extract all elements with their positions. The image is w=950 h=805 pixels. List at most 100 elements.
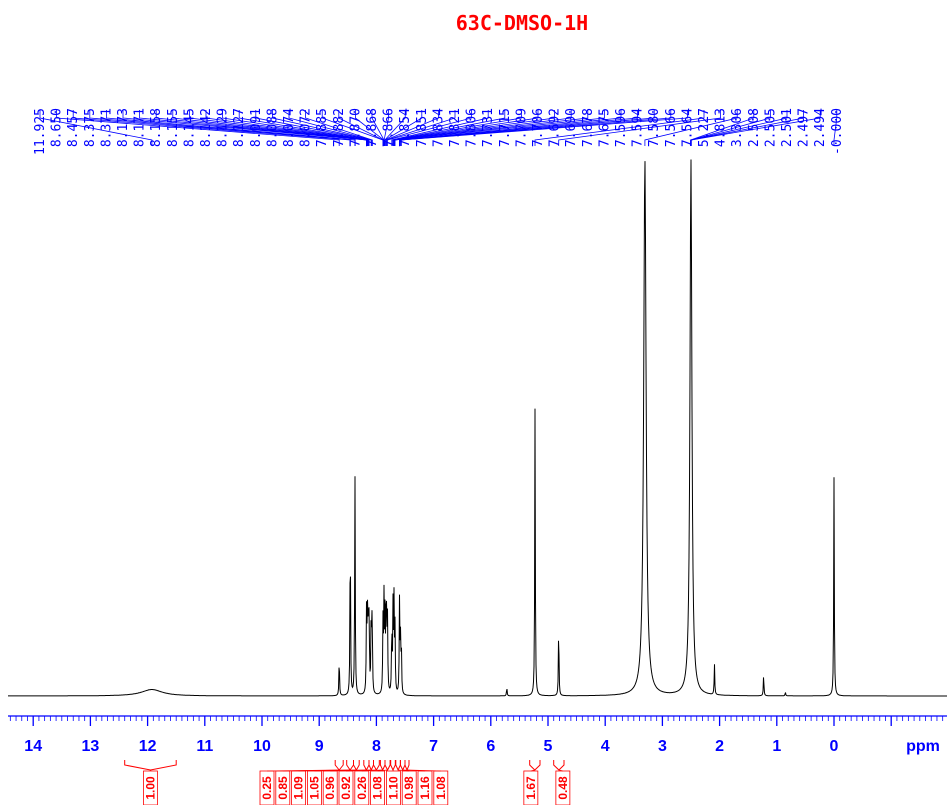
peak-label: 8.171 [133,108,148,147]
peak-label: 7.596 [614,108,629,147]
peak-connector [39,110,153,146]
integral-value: 0.85 [276,776,290,800]
integral-bracket [379,760,386,772]
peak-connector [56,110,340,146]
peak-connector [139,110,367,146]
peak-connector [399,110,638,146]
peak-label: 8.091 [249,108,264,147]
peak-label: 7.731 [481,108,496,147]
tick-label: 5 [544,738,553,755]
peak-connector [387,110,472,146]
axis-unit-label: ppm [906,738,940,755]
peak-label: 7.885 [315,108,330,147]
peak-connector [833,110,838,146]
peak-label: 8.145 [182,108,197,147]
tick-label: 7 [429,738,438,755]
peak-label: 7.594 [631,108,646,147]
integral-value: 1.67 [524,776,538,800]
integral-value: 0.26 [355,776,369,800]
peak-label: 8.375 [83,108,98,147]
peak-connector [72,110,351,146]
integral-box [354,770,370,805]
peak-label: 11.925 [33,108,48,155]
tick-label: 13 [82,738,100,755]
peak-label: 7.806 [465,108,480,147]
peak-connector [644,110,738,146]
peak-connector [400,110,688,146]
integral-bracket [399,760,406,772]
peak-label: 7.566 [664,108,679,147]
chart-title: 63C-DMSO-1H [456,11,588,35]
peak-connector [391,110,489,146]
integral-value: 0.25 [260,776,274,800]
peak-label: 7.706 [531,108,546,147]
peak-connector [534,110,705,146]
integral-box [523,770,539,805]
integral-bracket [404,760,410,772]
integral-value: 1.16 [418,776,432,800]
integral-value: 1.05 [307,776,321,800]
peak-connector [106,110,356,146]
peak-label: 7.870 [348,108,363,147]
integral-bracket [529,760,541,771]
spectrum-trace [8,159,947,697]
peak-label: 8.650 [50,108,65,147]
integral-value: 0.98 [402,776,416,800]
integral-box [259,770,275,805]
peak-label: 7.834 [431,108,446,147]
integral-value: 0.92 [339,776,353,800]
peak-label: 8.371 [99,108,114,147]
integral-bracket [334,760,344,771]
integral-box [433,770,449,805]
integral-bracket [353,760,360,772]
peak-connector [384,110,423,146]
peak-label: 2.505 [763,108,778,147]
tick-label: 4 [601,738,610,755]
peak-connector [386,110,456,146]
peak-connector [383,110,389,146]
peak-label: 2.494 [813,108,828,147]
peak-label: 7.580 [647,108,662,147]
peak-connector [338,110,384,146]
peak-label: 5.227 [697,108,712,147]
peak-connector [393,110,572,146]
integral-box [291,770,307,805]
integral-bracket [395,760,401,772]
integral-bracket [373,760,380,771]
integral-box [370,770,386,805]
peak-label: 8.127 [232,108,247,147]
peak-connector [172,110,368,146]
tick-label: 3 [658,738,667,755]
tick-label: 11 [196,738,213,755]
peak-label: 7.564 [680,108,695,147]
integral-bracket [553,760,565,771]
tick-label: 1 [772,738,781,755]
peak-connector [392,110,539,146]
peak-label: 8.072 [299,108,314,147]
integral-bracket [363,760,370,772]
peak-label: 8.158 [149,108,164,147]
integral-box [275,770,291,805]
integral-box [401,770,417,805]
integral-box [417,770,433,805]
peak-connector [272,110,372,146]
integral-group: 1.00 0.25 0.85 1.09 1.05 0.96 0.92 0.26 1.08 1.10… [124,760,571,805]
ppm-axis: 14 13 12 11 10 9 8 7 6 5 4 3 2 1 0 [8,715,947,755]
peak-connector [558,110,721,146]
integral-box [555,770,571,805]
tick-label: 12 [139,738,157,755]
peak-label: 8.173 [116,108,131,147]
integral-value: 1.08 [434,776,448,800]
integral-box [306,770,322,805]
integral-value: 1.09 [292,776,306,800]
tick-label: 8 [372,738,381,755]
peak-label: 3.306 [730,108,745,147]
peak-label: 7.675 [597,108,612,147]
peak-connector [400,110,655,146]
integral-value: 1.00 [143,776,157,800]
tick-label: 6 [486,738,495,755]
integral-value: 1.10 [386,776,400,800]
integral-bracket [384,760,391,772]
peak-label: 7.882 [332,108,347,147]
